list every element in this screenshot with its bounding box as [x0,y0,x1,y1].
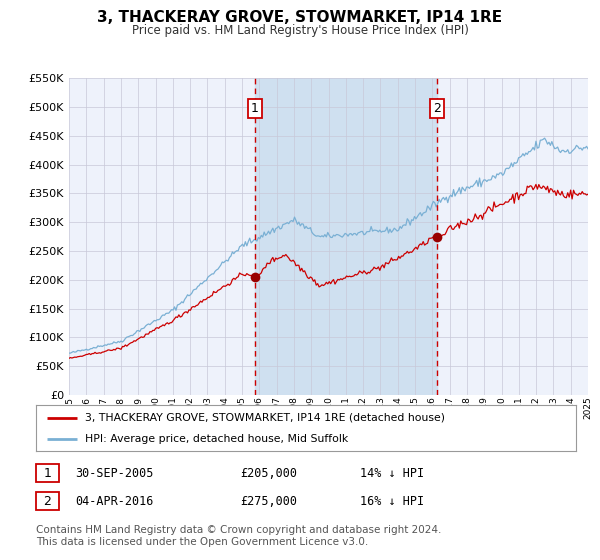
Text: Price paid vs. HM Land Registry's House Price Index (HPI): Price paid vs. HM Land Registry's House … [131,24,469,36]
Text: 1: 1 [251,102,259,115]
Text: £205,000: £205,000 [240,466,297,480]
Text: 16% ↓ HPI: 16% ↓ HPI [360,494,424,508]
Bar [255,78,437,395]
Text: 04-APR-2016: 04-APR-2016 [75,494,154,508]
Text: 30-SEP-2005: 30-SEP-2005 [75,466,154,480]
Text: 3, THACKERAY GROVE, STOWMARKET, IP14 1RE: 3, THACKERAY GROVE, STOWMARKET, IP14 1RE [97,10,503,25]
Text: 1: 1 [43,466,52,480]
Text: HPI: Average price, detached house, Mid Suffolk: HPI: Average price, detached house, Mid … [85,435,348,444]
Text: 2: 2 [43,494,52,508]
Text: £275,000: £275,000 [240,494,297,508]
Text: 3, THACKERAY GROVE, STOWMARKET, IP14 1RE (detached house): 3, THACKERAY GROVE, STOWMARKET, IP14 1RE… [85,413,445,423]
Text: Contains HM Land Registry data © Crown copyright and database right 2024.
This d: Contains HM Land Registry data © Crown c… [36,525,442,547]
Text: 14% ↓ HPI: 14% ↓ HPI [360,466,424,480]
Text: 2: 2 [433,102,441,115]
